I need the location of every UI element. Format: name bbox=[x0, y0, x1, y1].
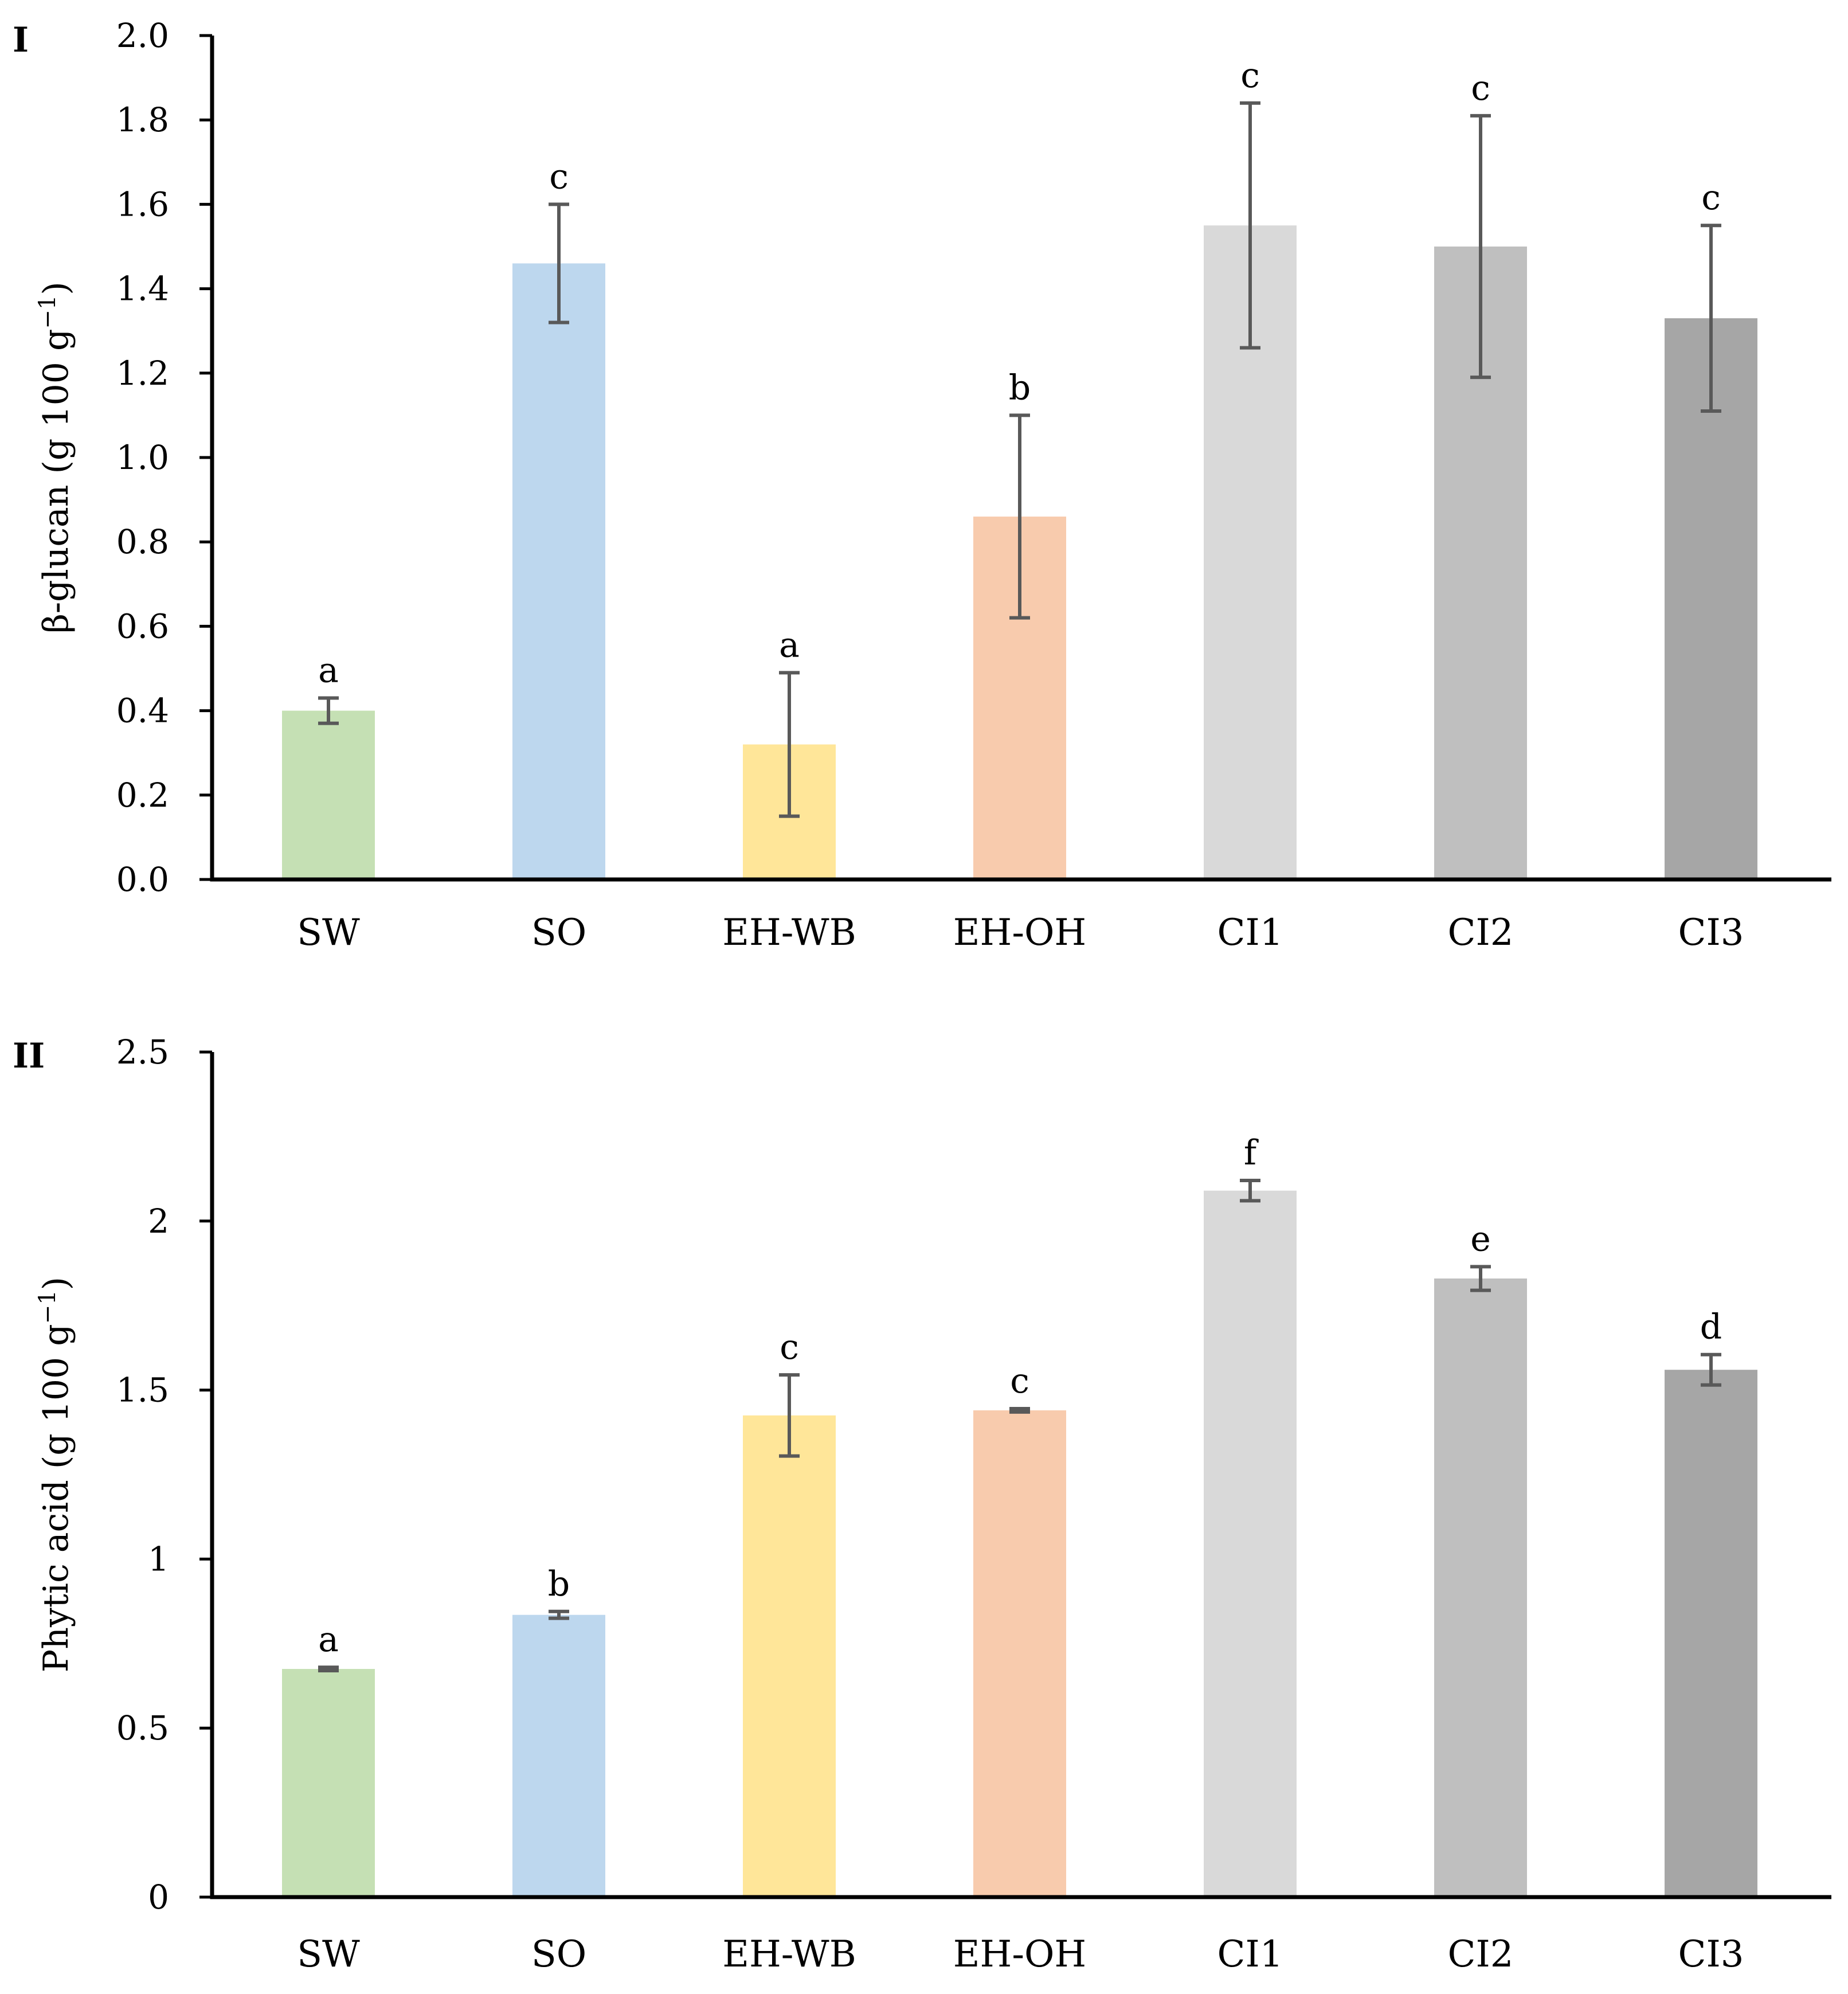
panel-1-error-bar-ci2 bbox=[1470, 114, 1491, 380]
panel-2-y-tick-label: 1 bbox=[148, 1539, 169, 1578]
panel-2-bar-so bbox=[512, 1614, 605, 1897]
panel-1-category-label: SW bbox=[297, 912, 360, 954]
panel-1-y-tick-label: 1.0 bbox=[116, 438, 169, 477]
panel-1-significance-label: a bbox=[779, 625, 800, 665]
panel-1-y-tick-label: 0.2 bbox=[116, 776, 169, 815]
panel-2-y-axis-title: Phytic acid (g 100 g−1) bbox=[34, 1277, 76, 1672]
panel-1-significance-label: c bbox=[1471, 68, 1490, 108]
panel-2-category-label: EH-OH bbox=[953, 1933, 1086, 1976]
panel-1-y-tick-label: 0.4 bbox=[116, 691, 169, 730]
panel-1-significance-label: c bbox=[549, 157, 569, 197]
panel-1-y-tick-label: 0.6 bbox=[116, 607, 169, 646]
panel-2-significance-label: f bbox=[1244, 1133, 1259, 1173]
panel-2-error-bar-sw bbox=[318, 1665, 339, 1672]
panel-1-category-label: CI2 bbox=[1448, 912, 1514, 954]
panel-2-significance-label: d bbox=[1700, 1307, 1722, 1347]
panel-1-error-bar-sw bbox=[318, 696, 339, 725]
panel-1-y-tick-label: 1.8 bbox=[116, 100, 169, 139]
panel-1-error-bar-ci1 bbox=[1240, 101, 1260, 350]
panel-2-y-tick-label: 0 bbox=[148, 1878, 169, 1917]
panel-1-y-tick-label: 1.4 bbox=[116, 269, 169, 308]
panel-1-bar-sw bbox=[282, 710, 375, 879]
panel-2-category-label: CI3 bbox=[1678, 1933, 1744, 1976]
panel-2-bar-ci2 bbox=[1434, 1278, 1527, 1897]
panel-1-category-label: CI1 bbox=[1217, 912, 1283, 954]
panel-2-category-label: CI2 bbox=[1448, 1933, 1514, 1976]
panel-2-significance-label: a bbox=[318, 1620, 339, 1660]
panel-2-error-bar-ci1 bbox=[1240, 1179, 1260, 1203]
panel-1-significance-label: c bbox=[1701, 178, 1721, 218]
panel-2-category-label: CI1 bbox=[1217, 1933, 1283, 1976]
panel-2-error-bar-so bbox=[549, 1609, 569, 1620]
panel-1-bar-so bbox=[512, 263, 605, 880]
panel-2-bar-ci1 bbox=[1204, 1190, 1297, 1897]
panel-2-significance-label: c bbox=[1010, 1361, 1029, 1401]
panel-1-y-tick-label: 0.0 bbox=[116, 860, 169, 899]
panel-1-error-bar-eh-wb bbox=[779, 671, 800, 818]
panel-1-category-label: EH-OH bbox=[953, 912, 1086, 954]
panel-1-significance-label: b bbox=[1009, 367, 1031, 408]
panel-1-y-tick-label: 1.6 bbox=[116, 185, 169, 224]
panel-2-category-label: SO bbox=[531, 1933, 586, 1976]
panel-2-bar-eh-oh bbox=[973, 1410, 1066, 1897]
panel-2-y-tick-label: 2 bbox=[148, 1202, 169, 1241]
panel-1-category-label: SO bbox=[531, 912, 586, 954]
panel-2-y-tick-label: 2.5 bbox=[116, 1033, 169, 1072]
panel-2-significance-label: c bbox=[780, 1327, 799, 1367]
panel-2-panel-label: II bbox=[13, 1036, 45, 1076]
panel-2-significance-label: b bbox=[548, 1564, 570, 1604]
panel-1-category-label: CI3 bbox=[1678, 912, 1744, 954]
panel-2-bar-sw bbox=[282, 1669, 375, 1897]
panel-2-bar-ci3 bbox=[1665, 1370, 1757, 1897]
panel-1-y-tick-label: 0.8 bbox=[116, 522, 169, 561]
panel-2-category-label: SW bbox=[297, 1933, 360, 1976]
panel-1-y-tick-label: 1.2 bbox=[116, 354, 169, 393]
panel-2-y-tick-label: 0.5 bbox=[116, 1708, 169, 1747]
panel-1-error-bar-eh-oh bbox=[1009, 413, 1030, 620]
panel-1-significance-label: a bbox=[318, 651, 339, 691]
panel-1-y-tick-label: 2.0 bbox=[116, 16, 169, 55]
panel-1-panel-label: I bbox=[13, 20, 29, 60]
panel-1-error-bar-ci3 bbox=[1701, 224, 1721, 413]
panel-2-significance-label: e bbox=[1470, 1219, 1491, 1259]
panel-2-bar-eh-wb bbox=[743, 1415, 836, 1897]
panel-2-error-bar-ci3 bbox=[1701, 1352, 1721, 1387]
panel-2-error-bar-ci2 bbox=[1470, 1265, 1491, 1292]
panel-1-significance-label: c bbox=[1240, 56, 1260, 96]
panel-2-y-tick-label: 1.5 bbox=[116, 1371, 169, 1410]
panel-2-category-label: EH-WB bbox=[722, 1933, 856, 1976]
panel-2-error-bar-eh-wb bbox=[779, 1373, 800, 1458]
panel-2-error-bar-eh-oh bbox=[1009, 1407, 1030, 1414]
panel-1-y-axis-title: β-glucan (g 100 g−1) bbox=[34, 281, 76, 634]
panel-1-error-bar-so bbox=[549, 202, 569, 324]
panel-1-category-label: EH-WB bbox=[722, 912, 856, 954]
